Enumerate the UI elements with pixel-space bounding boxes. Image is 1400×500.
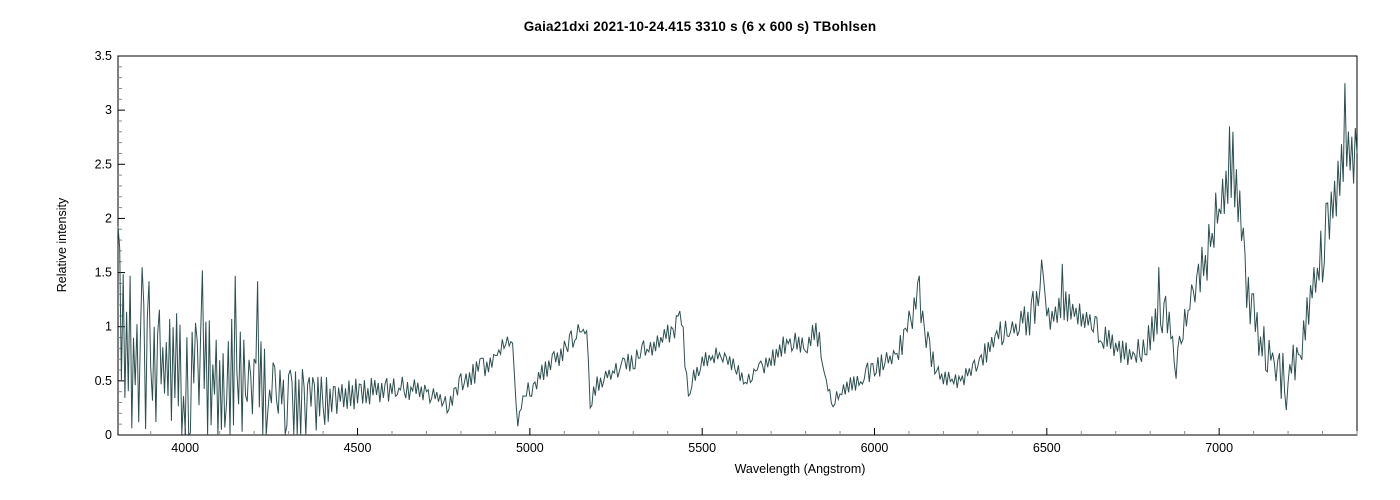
y-tick-label: 2 (105, 211, 112, 225)
x-tick-label: 7000 (1205, 441, 1233, 455)
x-tick-label: 6500 (1033, 441, 1061, 455)
spectrum-line (117, 83, 1358, 437)
y-tick-label: 1 (105, 320, 112, 334)
x-tick-label: 5500 (688, 441, 716, 455)
y-tick-label: 0 (105, 428, 112, 442)
y-tick-label: 3.5 (95, 49, 112, 63)
x-tick-label: 4500 (344, 441, 372, 455)
chart-title: Gaia21dxi 2021-10-24.415 3310 s (6 x 600… (523, 19, 877, 34)
y-tick-label: 2.5 (95, 157, 112, 171)
x-axis-label: Wavelength (Angstrom) (734, 462, 866, 476)
y-tick-label: 1.5 (95, 266, 112, 280)
x-tick-label: 5000 (516, 441, 544, 455)
x-tick-label: 6000 (861, 441, 889, 455)
y-tick-label: 3 (105, 103, 112, 117)
plot-border (117, 55, 1358, 436)
y-tick-label: 0.5 (95, 374, 112, 388)
x-tick-label: 4000 (171, 441, 199, 455)
